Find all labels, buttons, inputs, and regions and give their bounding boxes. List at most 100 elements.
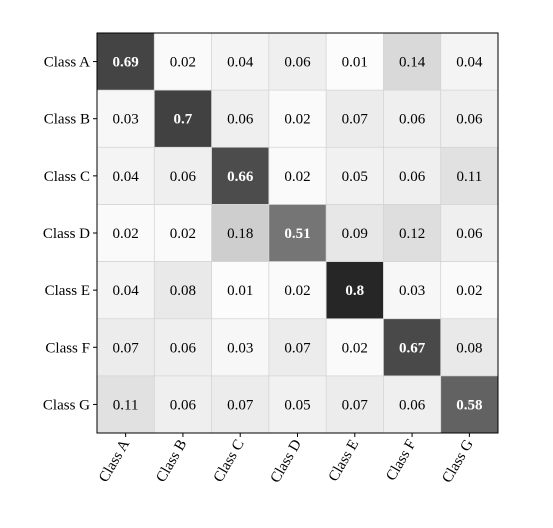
heatmap-cell bbox=[268, 261, 327, 319]
cell-value-label: 0.02 bbox=[342, 340, 368, 356]
cell-value-label: 0.06 bbox=[399, 112, 426, 128]
x-tick-label: Class C bbox=[211, 437, 248, 485]
y-tick-label: Class F bbox=[45, 340, 90, 356]
cell-value-label: 0.03 bbox=[113, 112, 139, 128]
cell-value-label: 0.18 bbox=[227, 226, 253, 242]
cell-value-label: 0.04 bbox=[456, 55, 483, 71]
cell-value-label: 0.02 bbox=[113, 226, 139, 242]
y-tick-label: Class C bbox=[44, 169, 90, 185]
cell-value-label: 0.03 bbox=[227, 340, 253, 356]
cell-value-label: 0.06 bbox=[170, 340, 197, 356]
x-tick-label: Class E bbox=[326, 437, 363, 484]
y-tick-label: Class B bbox=[44, 112, 90, 128]
heatmap-cell bbox=[97, 204, 155, 262]
cell-value-label: 0.07 bbox=[113, 340, 140, 356]
heatmap-cell bbox=[383, 33, 441, 91]
heatmap-cell bbox=[97, 147, 155, 205]
cell-value-label: 0.05 bbox=[342, 169, 368, 185]
heatmap-cell bbox=[268, 33, 327, 91]
heatmap-cell bbox=[440, 261, 498, 319]
heatmap-cell bbox=[326, 90, 384, 148]
heatmap-cell bbox=[211, 33, 269, 91]
heatmap-cell bbox=[383, 261, 441, 319]
heatmap-cell bbox=[154, 318, 212, 376]
cell-value-label: 0.11 bbox=[113, 397, 139, 413]
cell-value-label: 0.06 bbox=[399, 169, 426, 185]
y-axis-ticks: Class A Class B Class C Class D Class E Class… bbox=[43, 55, 97, 413]
heatmap-cell bbox=[211, 261, 269, 319]
cell-value-label: 0.69 bbox=[113, 55, 139, 71]
cell-value-label: 0.07 bbox=[342, 397, 369, 413]
y-tick-label: Class D bbox=[43, 226, 90, 242]
cell-value-label: 0.51 bbox=[284, 226, 310, 242]
heatmap-cell bbox=[268, 90, 327, 148]
heatmap-cell bbox=[211, 375, 269, 433]
heatmap-cell bbox=[97, 33, 155, 91]
heatmap-cell bbox=[268, 375, 327, 433]
cell-value-label: 0.06 bbox=[399, 397, 426, 413]
cell-value-label: 0.06 bbox=[227, 112, 254, 128]
heatmap-cell bbox=[154, 375, 212, 433]
cell-value-label: 0.8 bbox=[345, 283, 364, 299]
cell-value-label: 0.7 bbox=[174, 112, 193, 128]
cell-value-label: 0.06 bbox=[284, 55, 311, 71]
heatmap-cell bbox=[326, 147, 384, 205]
x-tick-label: Class D bbox=[268, 437, 305, 486]
heatmap-cell bbox=[326, 33, 384, 91]
heatmap-cell bbox=[268, 318, 327, 376]
grid-lines bbox=[97, 33, 498, 433]
heatmap-cell bbox=[211, 204, 269, 262]
heatmap-cell bbox=[97, 318, 155, 376]
heatmap-cell bbox=[440, 147, 498, 205]
x-tick-label: Class B bbox=[153, 437, 190, 485]
cell-value-label: 0.02 bbox=[170, 226, 196, 242]
cell-value-label: 0.07 bbox=[227, 397, 254, 413]
cell-value-label: 0.08 bbox=[170, 283, 196, 299]
heatmap-cell bbox=[326, 261, 384, 319]
cell-value-label: 0.02 bbox=[284, 112, 310, 128]
cell-value-label: 0.02 bbox=[170, 55, 196, 71]
cell-value-label: 0.14 bbox=[399, 55, 426, 71]
heatmap-cell bbox=[154, 33, 212, 91]
cell-value-label: 0.58 bbox=[456, 397, 482, 413]
heatmap-cell bbox=[97, 375, 155, 433]
cell-value-labels: 0.69 0.02 0.04 0.06 0.01 0.14 0.04 0.03 0.7 0.06 0… bbox=[113, 55, 483, 414]
heatmap-cell bbox=[97, 90, 155, 148]
cell-value-label: 0.07 bbox=[284, 340, 311, 356]
cell-value-label: 0.03 bbox=[399, 283, 425, 299]
cell-value-label: 0.04 bbox=[227, 55, 254, 71]
heatmap-cell bbox=[383, 90, 441, 148]
y-tick-label: Class G bbox=[43, 397, 90, 413]
heatmap-cell bbox=[440, 375, 498, 433]
heatmap-cell bbox=[211, 318, 269, 376]
x-tick-label: Class F bbox=[383, 437, 419, 484]
heatmap-cell bbox=[326, 318, 384, 376]
cell-value-label: 0.06 bbox=[456, 226, 483, 242]
heatmap-cell bbox=[154, 261, 212, 319]
heatmap-cell bbox=[211, 147, 269, 205]
x-tick-label: Class G bbox=[439, 437, 476, 486]
heatmap-cell bbox=[383, 204, 441, 262]
heatmap-cell bbox=[440, 204, 498, 262]
cell-value-label: 0.06 bbox=[170, 397, 197, 413]
cell-value-label: 0.01 bbox=[227, 283, 253, 299]
cell-value-label: 0.09 bbox=[342, 226, 368, 242]
heatmap-cell bbox=[154, 90, 212, 148]
cell-value-label: 0.02 bbox=[284, 283, 310, 299]
heatmap-cell bbox=[268, 204, 327, 262]
y-tick-label: Class E bbox=[45, 283, 90, 299]
heatmap-cell bbox=[440, 318, 498, 376]
y-tick-label: Class A bbox=[44, 55, 90, 71]
cell-value-label: 0.08 bbox=[456, 340, 482, 356]
cell-value-label: 0.67 bbox=[399, 340, 426, 356]
cell-value-label: 0.05 bbox=[284, 397, 310, 413]
heatmap-cell bbox=[383, 147, 441, 205]
cell-value-label: 0.02 bbox=[456, 283, 482, 299]
cell-value-label: 0.02 bbox=[284, 169, 310, 185]
heatmap-cell bbox=[154, 147, 212, 205]
heatmap-cell bbox=[383, 375, 441, 433]
heatmap-cell bbox=[326, 375, 384, 433]
cell-value-label: 0.04 bbox=[113, 169, 140, 185]
